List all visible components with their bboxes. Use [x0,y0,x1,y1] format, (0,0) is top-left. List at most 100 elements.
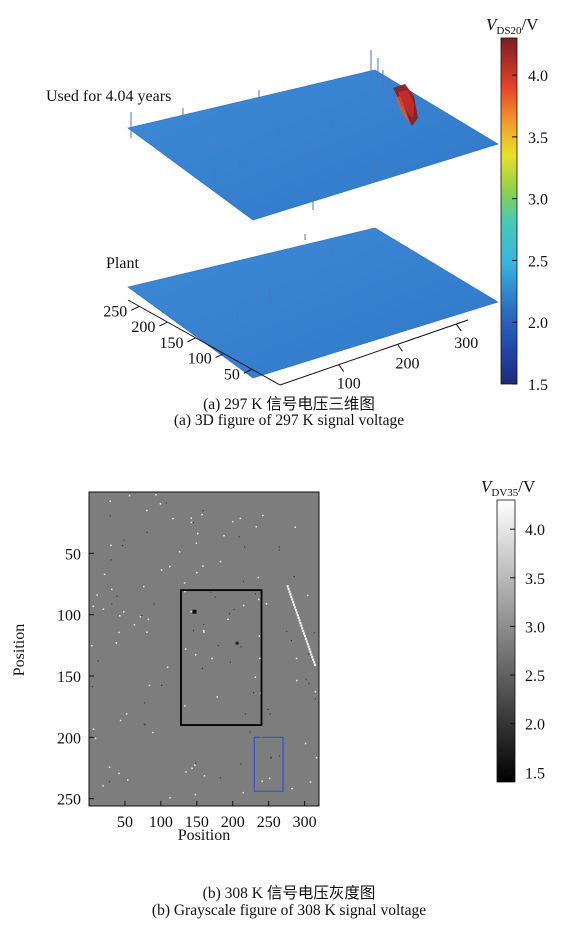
noise-pixel [146,509,148,512]
x-tick-3d [338,364,345,372]
y-tick-3d [187,337,196,343]
noise-pixel [184,590,186,593]
noise-pixel [118,631,120,634]
noise-pixel [161,684,163,686]
noise-pixel [211,657,213,660]
noise-pixel [190,521,193,524]
streak-pixel [293,603,295,606]
y-tick-3d [215,353,224,358]
noise-pixel [184,705,186,707]
noise-pixel [185,771,187,773]
colorbar-b-tick-label: 1.5 [525,765,545,782]
x-tick-label: 250 [257,814,281,831]
noise-pixel [109,500,111,502]
noise-pixel [296,679,298,682]
noise-pixel [315,757,318,759]
noise-pixel [304,742,307,745]
noise-pixel [91,645,93,647]
noise-pixel [240,646,242,648]
y-tick-label: 250 [57,792,81,809]
noise-pixel [245,713,247,715]
streak-pixel [293,606,296,609]
noise-pixel [228,613,231,615]
noise-pixel [155,494,157,496]
noise-pixel [97,660,99,662]
streak-pixel [300,624,303,627]
surface-label-plant: Plant [106,255,139,272]
noise-pixel [148,684,151,687]
streak-pixel [313,661,316,664]
noise-pixel [262,514,264,517]
streak-pixel [290,595,293,599]
noise-pixel [249,731,251,733]
x-tick-label-3d: 200 [396,355,420,372]
noise-pixel [141,614,143,617]
noise-pixel [254,593,256,595]
y-tick-label-3d: 100 [188,351,212,368]
noise-pixel [242,581,244,583]
noise-pixel [278,549,280,551]
streak-pixel [308,648,311,651]
noise-pixel [94,737,97,740]
noise-pixel [160,569,163,571]
noise-pixel [152,731,154,734]
noise-pixel [121,545,124,547]
noise-pixel [203,775,206,777]
colorbar-b-tick-label: 3.0 [525,619,545,636]
streak-pixel [286,585,289,588]
streak-pixel [312,658,315,661]
streak-pixel [302,629,305,633]
heatmap-axes: 50 100 150 200 250 300 50 100 150 200 250 [57,546,317,831]
noise-pixel [147,618,150,621]
noise-pixel [254,676,257,678]
streak-pixel [305,640,308,643]
streak-pixel [309,650,312,653]
noise-pixel [123,611,125,613]
surface-plant-plate [127,227,499,379]
noise-pixel [146,631,148,633]
noise-pixel [115,642,118,644]
x-tick-label-3d: 100 [337,376,361,393]
noise-pixel [127,779,129,781]
surface-spikes [130,50,447,320]
noise-pixel [202,565,204,567]
y-tick-3d [131,305,140,311]
noise-pixel [306,594,309,597]
dark-pixel [235,641,239,645]
noise-pixel [203,630,205,632]
noise-pixel [203,624,205,626]
noise-pixel [314,690,317,693]
colorbar-a-tick-label: 3.5 [528,130,548,147]
noise-pixel [172,517,174,520]
noise-pixel [197,532,199,535]
noise-pixel [153,603,155,605]
noise-pixel [169,565,171,568]
noise-pixel [96,594,98,596]
x-tick-3d [455,323,462,332]
streak-pixel [311,655,314,659]
noise-pixel [291,787,293,790]
noise-pixel [265,603,268,605]
noise-pixel [258,598,260,601]
x-tick-3d [397,344,403,352]
noise-pixel [192,630,195,632]
noise-pixel [309,781,312,783]
noise-pixel [139,616,142,618]
y-tick-label-3d: 250 [103,303,127,320]
noise-pixel [103,573,106,576]
streak-pixel [314,663,316,667]
colorbar-a-tick-label: 2.0 [528,315,548,332]
noise-pixel [143,585,145,588]
y-axis-label: Position [11,624,28,676]
noise-pixel [233,608,235,611]
colorbar-b-ticks: 1.5 2.0 2.5 3.0 3.5 4.0 [510,522,545,782]
noise-pixel [238,536,240,538]
noise-pixel [184,648,187,650]
noise-pixel [232,520,234,523]
hotspot-streak [393,84,418,126]
noise-pixel [210,591,212,593]
noise-pixel [165,502,167,504]
streak-pixel [306,642,309,646]
